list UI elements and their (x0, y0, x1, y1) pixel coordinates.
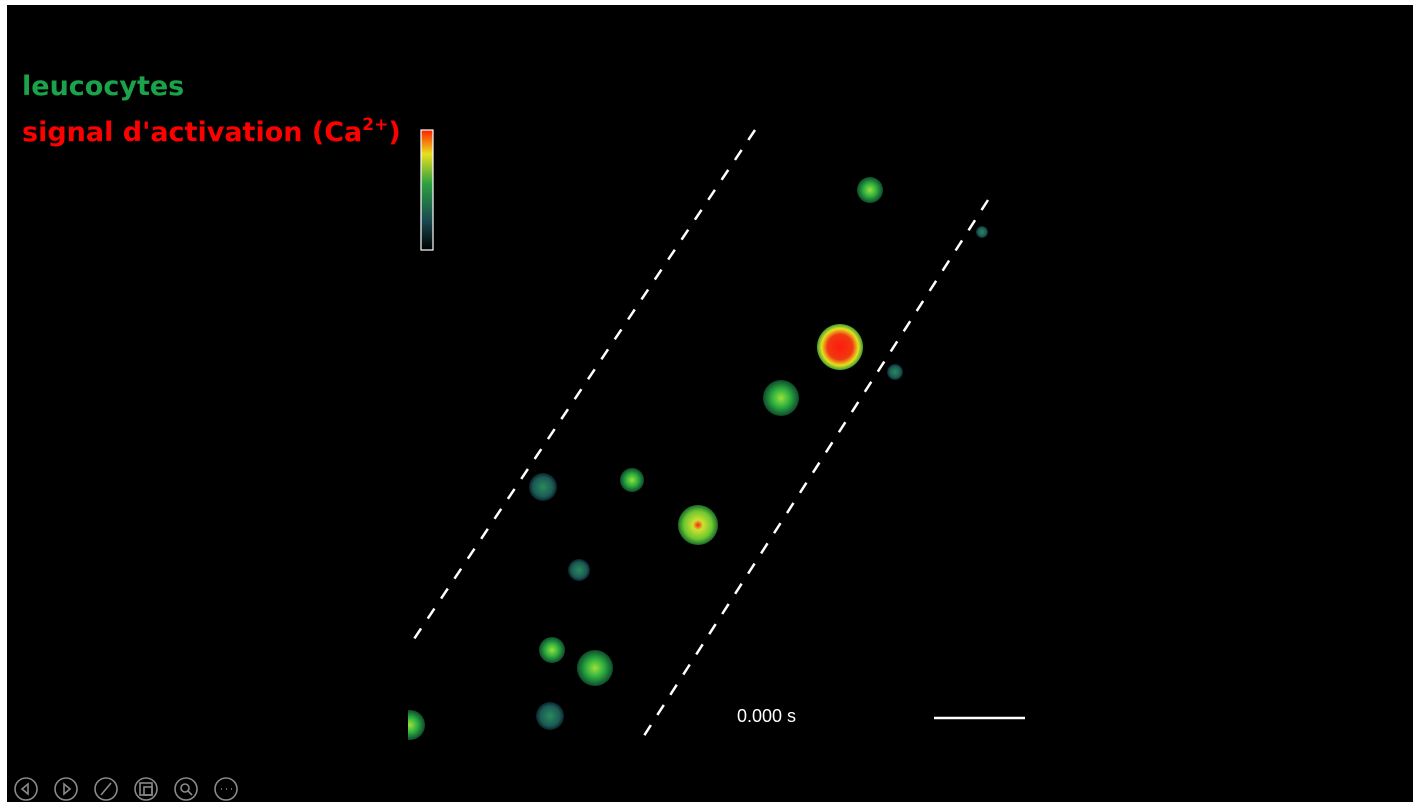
cell (536, 702, 564, 730)
cell (857, 177, 883, 203)
cell (577, 650, 613, 686)
legend-signal-end: ) (388, 117, 400, 148)
cell (539, 637, 565, 663)
cell (568, 559, 590, 581)
cell (763, 380, 799, 416)
color-scale (421, 130, 433, 250)
legend-signal-text: signal d'activation (Ca (22, 117, 362, 148)
cell (887, 364, 903, 380)
slideshow-screen: leucocytes signal d'activation (Ca2+) 0.… (0, 0, 1415, 804)
timestamp: 0.000 s (737, 706, 796, 726)
cell (817, 324, 863, 370)
legend-signal-superscript: 2+ (362, 115, 388, 135)
legend-signal: signal d'activation (Ca2+) (22, 115, 401, 148)
cell (620, 468, 644, 492)
legend-cells: leucocytes (22, 71, 184, 102)
cell (678, 505, 718, 545)
cell (976, 226, 988, 238)
cell (529, 473, 557, 501)
